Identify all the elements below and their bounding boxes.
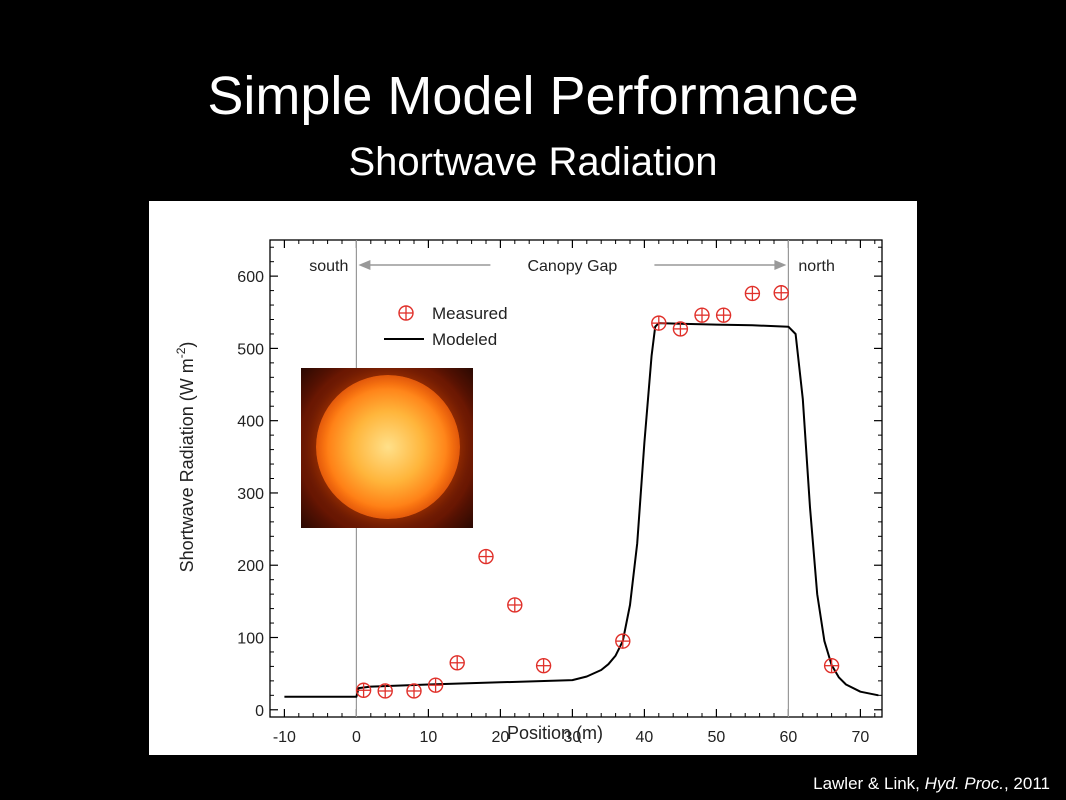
y-tick-label: 400: [237, 414, 264, 431]
legend-measured-label: Measured: [432, 304, 508, 323]
sun-corona: [301, 368, 473, 528]
x-tick-label: 40: [636, 729, 654, 746]
measured-point: [355, 682, 372, 698]
y-tick-label: 100: [237, 631, 264, 648]
citation: Lawler & Link, Hyd. Proc., 2011: [813, 774, 1050, 794]
measured-point: [377, 683, 393, 699]
south-label: south: [309, 258, 348, 275]
data-series: [284, 285, 879, 699]
gap-arrowhead-left: [358, 260, 371, 270]
canopy-gap-label: Canopy Gap: [527, 258, 617, 275]
x-tick-label: 60: [780, 729, 798, 746]
measured-point: [535, 657, 552, 674]
x-tick-label: -10: [273, 729, 296, 746]
measured-point: [427, 677, 444, 693]
x-axis-label: Position (m): [507, 723, 603, 743]
x-tick-label: 70: [852, 729, 870, 746]
y-tick-label: 500: [237, 341, 264, 358]
y-axis-label: Shortwave Radiation (W m-2): [174, 342, 197, 573]
citation-year: , 2011: [1003, 774, 1050, 793]
citation-authors: Lawler & Link,: [813, 774, 925, 793]
measured-point: [651, 315, 667, 331]
measured-point: [823, 657, 840, 674]
measured-point: [773, 285, 789, 301]
y-tick-label: 200: [237, 558, 264, 575]
x-tick-label: 10: [420, 729, 438, 746]
measured-point: [406, 683, 422, 699]
slide-title: Simple Model Performance: [207, 66, 859, 126]
citation-journal: Hyd. Proc.: [924, 774, 1004, 793]
gap-arrowhead-right: [774, 260, 787, 270]
measured-point: [694, 307, 710, 323]
x-tick-label: 30: [564, 729, 582, 746]
y-tick-label: 0: [255, 703, 264, 720]
slide-subtitle: Shortwave Radiation: [348, 140, 718, 184]
axis-ticks: -10 0 10 20 30 40 50 60 70 0 100 200 300 400 500 600: [237, 240, 882, 746]
y-tick-label: 600: [237, 269, 264, 286]
legend: Measured Modeled: [384, 304, 508, 349]
measured-point: [744, 285, 761, 302]
measured-point: [672, 321, 689, 337]
chart-panel: -10 0 10 20 30 40 50 60 70 0 100 200 300 400 500 600 Ca…: [149, 201, 917, 755]
x-tick-label: 20: [492, 729, 510, 746]
legend-modeled-label: Modeled: [432, 330, 497, 349]
measured-point: [478, 548, 494, 565]
x-tick-label: 0: [352, 729, 361, 746]
chart-svg: -10 0 10 20 30 40 50 60 70 0 100 200 300 400 500 600 Ca…: [174, 239, 883, 746]
measured-point: [449, 655, 465, 671]
measured-point: [715, 307, 732, 323]
y-tick-label: 300: [237, 486, 264, 503]
measured-point: [507, 597, 523, 613]
sun-photo: [301, 368, 473, 528]
legend-measured-marker: [398, 305, 414, 321]
x-tick-label: 50: [708, 729, 726, 746]
modeled-line: [284, 322, 879, 698]
measured-point: [615, 633, 631, 649]
north-label: north: [798, 258, 834, 275]
